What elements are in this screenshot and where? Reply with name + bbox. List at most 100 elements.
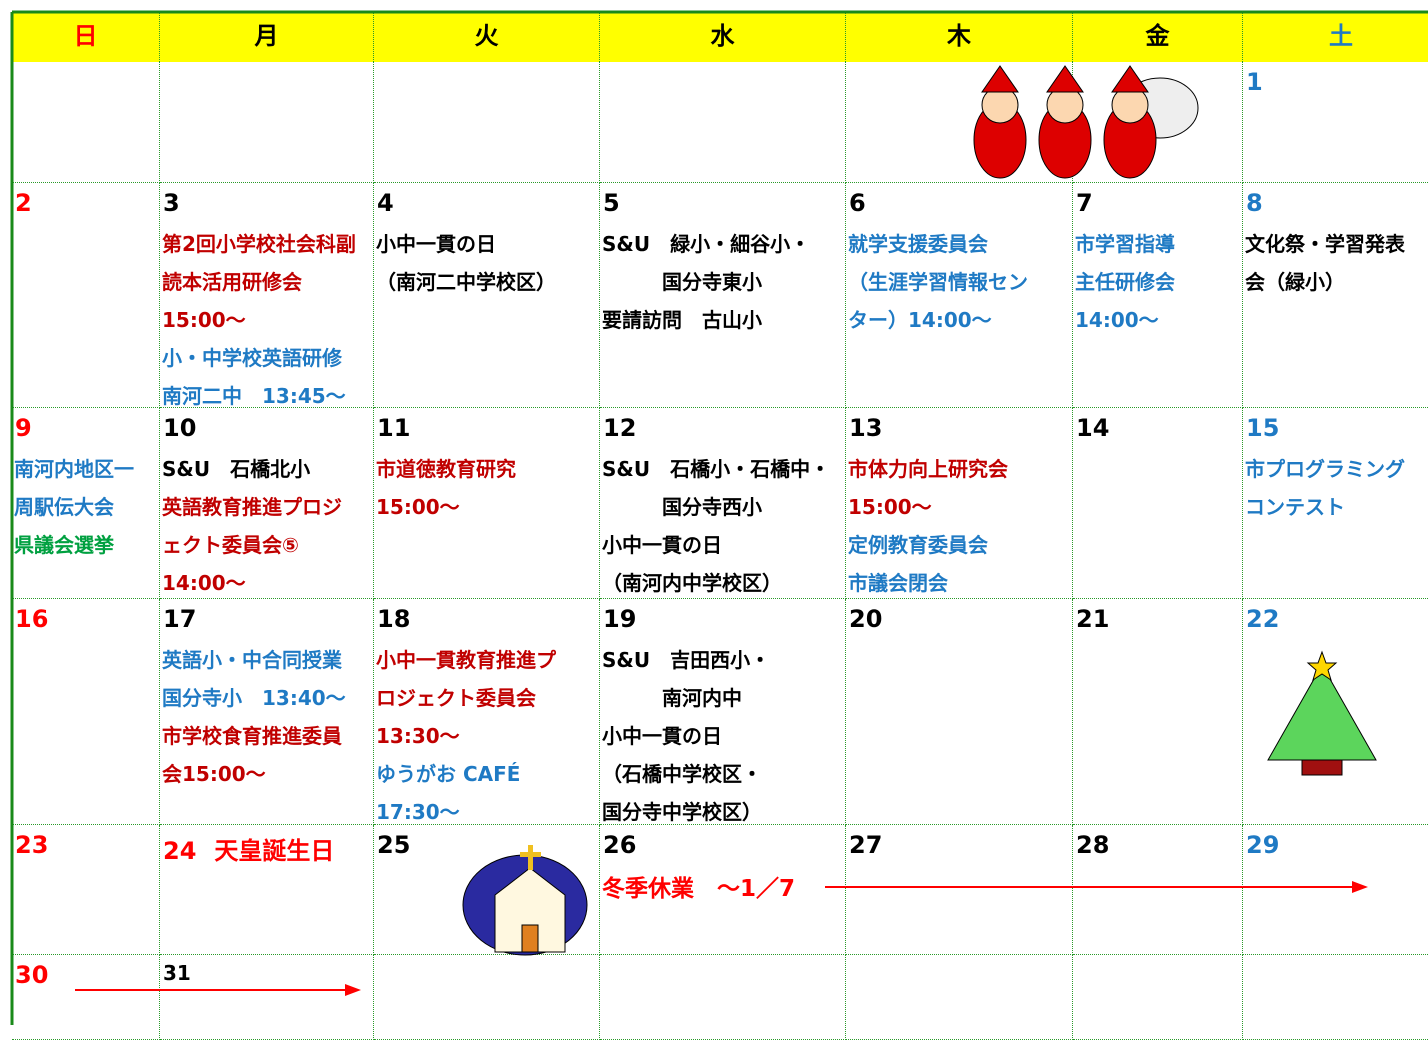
day-cell bbox=[1073, 62, 1243, 183]
day-number: 17 bbox=[163, 605, 196, 633]
day-number: 14 bbox=[1076, 414, 1109, 442]
event-text: 小中一貫の日 bbox=[602, 533, 722, 557]
event-text: S&U 吉田西小・ bbox=[602, 648, 771, 672]
event-text: （南河二中学校区） bbox=[376, 270, 556, 294]
day-cell: 2 bbox=[12, 183, 160, 408]
event-text: （南河内中学校区） bbox=[602, 571, 782, 595]
day-number: 22 bbox=[1246, 605, 1279, 633]
event-text: S&U 石橋小・石橋中・ bbox=[602, 457, 831, 481]
day-label: 1 bbox=[1246, 68, 1263, 96]
day-label: 23 bbox=[15, 831, 49, 859]
day-number: 6 bbox=[849, 189, 866, 217]
day-cell: 23 bbox=[12, 825, 160, 955]
event-text: 市議会閉会 bbox=[848, 571, 948, 595]
event-text: 15:00～ bbox=[848, 495, 932, 519]
day-number: 3 bbox=[163, 189, 180, 217]
day-number: 11 bbox=[377, 414, 410, 442]
day-number: 8 bbox=[1246, 189, 1263, 217]
day-cell: 17 英語小・中合同授業 国分寺小 13:40～ 市学校食育推進委員 会15:00～ bbox=[160, 599, 374, 825]
day-label: 20 bbox=[849, 605, 883, 633]
day-label: 25 bbox=[377, 831, 411, 859]
day-label: 6 bbox=[849, 189, 866, 217]
event-text: 13:30～ bbox=[376, 724, 460, 748]
day-cell bbox=[374, 62, 600, 183]
day-cell: 14 bbox=[1073, 408, 1243, 599]
day-label: 14 bbox=[1076, 414, 1110, 442]
day-label: 8 bbox=[1246, 189, 1263, 217]
day-cell: 11 市道徳教育研究 15:00～ bbox=[374, 408, 600, 599]
day-cell bbox=[846, 955, 1073, 1040]
event-text: （生涯学習情報セン bbox=[848, 270, 1028, 294]
day-cell: 21 bbox=[1073, 599, 1243, 825]
day-label: 15 bbox=[1246, 414, 1280, 442]
weekday-header: 土 bbox=[1243, 13, 1428, 62]
day-label: 22 bbox=[1246, 605, 1280, 633]
day-cell: 1 bbox=[1243, 62, 1428, 183]
day-label: 29 bbox=[1246, 831, 1280, 859]
day-cell: 9 南河内地区一 周駅伝大会 県議会選挙 bbox=[12, 408, 160, 599]
day-label: 26 bbox=[603, 831, 637, 859]
day-label: 7 bbox=[1076, 189, 1093, 217]
day-label: 17 bbox=[163, 605, 197, 633]
day-label: 11 bbox=[377, 414, 411, 442]
event-text: 国分寺中学校区） bbox=[602, 800, 762, 824]
event-text: 冬季休業 ～1／7 bbox=[602, 876, 796, 902]
day-label: 9 bbox=[15, 414, 32, 442]
event-text: S&U 緑小・細谷小・ bbox=[602, 232, 811, 256]
weekday-header: 火 bbox=[374, 13, 600, 62]
day-cell bbox=[12, 62, 160, 183]
event-text: 国分寺西小 bbox=[602, 495, 762, 519]
event-text: 国分寺東小 bbox=[602, 270, 762, 294]
day-number: 25 bbox=[377, 831, 410, 859]
day-cell: 19 S&U 吉田西小・ 南河内中 小中一貫の日 （石橋中学校区・ 国分寺中学校区） bbox=[600, 599, 846, 825]
event-text: 英語小・中合同授業 bbox=[162, 648, 342, 672]
event-text: 小中一貫の日 bbox=[602, 724, 722, 748]
event-text: 小中一貫の日 bbox=[376, 232, 496, 256]
day-cell: 26 冬季休業 ～1／7 bbox=[600, 825, 846, 955]
event-text: 市プログラミング bbox=[1245, 457, 1405, 481]
day-label: 13 bbox=[849, 414, 883, 442]
day-cell: 24 天皇誕生日 bbox=[160, 825, 374, 955]
day-cell: 18 小中一貫教育推進プ ロジェクト委員会 13:30～ ゆうがお CAFÉ 17:30～ bbox=[374, 599, 600, 825]
day-number: 26 bbox=[603, 831, 636, 859]
event-text: 小中一貫教育推進プ bbox=[376, 648, 556, 672]
day-number: 4 bbox=[377, 189, 394, 217]
weekday-header: 金 bbox=[1073, 13, 1243, 62]
event-text: 会15:00～ bbox=[162, 762, 266, 786]
day-label: 18 bbox=[377, 605, 411, 633]
event-text: ター）14:00～ bbox=[848, 308, 992, 332]
day-number: 24 天皇誕生日 bbox=[163, 831, 334, 866]
day-label: 12 bbox=[603, 414, 637, 442]
event-text: （石橋中学校区・ bbox=[602, 762, 762, 786]
day-cell bbox=[1243, 955, 1428, 1040]
day-cell: 20 bbox=[846, 599, 1073, 825]
day-cell: 16 bbox=[12, 599, 160, 825]
event-text: 会（緑小） bbox=[1245, 270, 1345, 294]
day-number: 18 bbox=[377, 605, 410, 633]
day-cell: 10 S&U 石橋北小 英語教育推進プロジ ェクト委員会⑤ 14:00～ bbox=[160, 408, 374, 599]
day-cell: 3 第2回小学校社会科副 読本活用研修会 15:00～ 小・中学校英語研修 南河二中 13… bbox=[160, 183, 374, 408]
weekday-header: 水 bbox=[600, 13, 846, 62]
event-text: 15:00～ bbox=[376, 495, 460, 519]
day-number: 10 bbox=[163, 414, 196, 442]
day-number: 29 bbox=[1246, 831, 1279, 859]
day-cell: 30 bbox=[12, 955, 160, 1040]
event-text: コンテスト bbox=[1245, 495, 1345, 519]
day-number: 15 bbox=[1246, 414, 1279, 442]
day-cell: 7 市学習指導 主任研修会 14:00～ bbox=[1073, 183, 1243, 408]
day-label: 3 bbox=[163, 189, 180, 217]
day-number: 5 bbox=[603, 189, 620, 217]
day-number: 31 bbox=[163, 961, 191, 985]
day-number: 2 bbox=[15, 189, 32, 217]
day-number: 19 bbox=[603, 605, 636, 633]
day-number: 1 bbox=[1246, 68, 1263, 96]
day-cell bbox=[600, 955, 846, 1040]
day-label: 30 bbox=[15, 961, 49, 989]
day-number: 16 bbox=[15, 605, 48, 633]
day-cell bbox=[160, 62, 374, 183]
day-cell bbox=[600, 62, 846, 183]
weekday-header: 月 bbox=[160, 13, 374, 62]
day-cell: 13 市体力向上研究会 15:00～ 定例教育委員会 市議会閉会 bbox=[846, 408, 1073, 599]
event-text: 南河内地区一 bbox=[14, 457, 134, 481]
